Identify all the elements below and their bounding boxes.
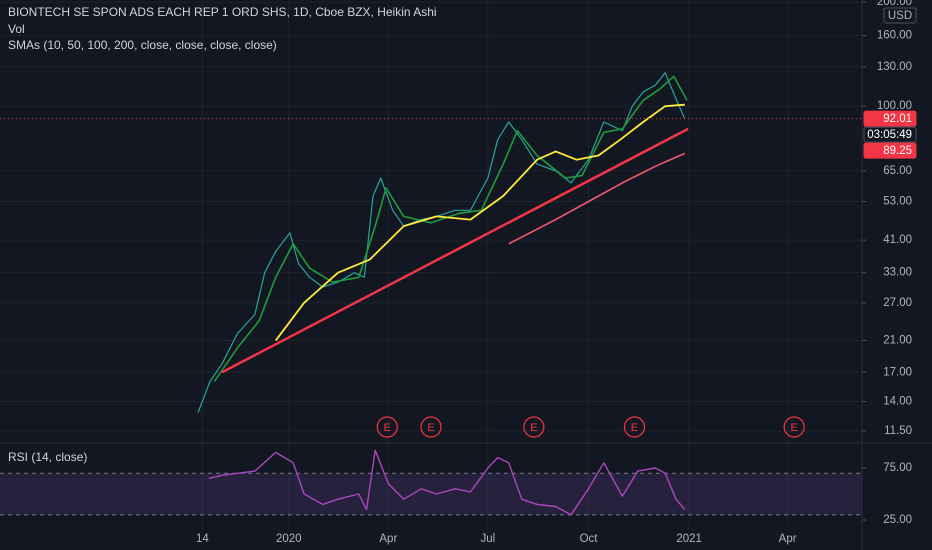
rsi-title: RSI (14, close) xyxy=(8,450,87,464)
earnings-label: E xyxy=(631,422,638,434)
series-line xyxy=(208,449,686,516)
y-tick-label: 21.00 xyxy=(883,335,912,347)
price-label: 03:05:49 xyxy=(867,129,912,141)
y-tick-label: 11.50 xyxy=(884,425,912,437)
y-tick-label: 53.00 xyxy=(883,196,912,208)
indicator-label: Vol xyxy=(8,22,25,36)
x-tick-label: 2020 xyxy=(276,533,302,545)
y-tick-label: 27.00 xyxy=(883,297,912,309)
currency-box xyxy=(883,7,917,24)
price-label: 92.01 xyxy=(883,113,912,125)
y-tick-label: 41.00 xyxy=(883,234,912,246)
y-tick-label: 100.00 xyxy=(877,100,912,112)
y-tick-label: 160.00 xyxy=(877,30,912,42)
y-tick-label: 75.00 xyxy=(883,462,912,474)
x-tick-label: Jul xyxy=(481,533,496,545)
x-tick-label: Apr xyxy=(379,533,397,545)
indicator-label: SMAs (10, 50, 100, 200, close, close, cl… xyxy=(8,38,277,52)
y-tick-label: 200.00 xyxy=(877,0,912,8)
y-tick-label: 17.00 xyxy=(883,366,912,378)
earnings-marker xyxy=(523,416,545,438)
y-tick-label: 65.00 xyxy=(883,165,912,177)
earnings-marker xyxy=(376,416,398,438)
earnings-label: E xyxy=(530,422,537,434)
price-label-box xyxy=(863,142,917,159)
price-label: 89.25 xyxy=(883,145,912,157)
y-tick-label: 14.00 xyxy=(883,395,912,407)
earnings-marker xyxy=(623,416,646,438)
earnings-label: E xyxy=(791,422,798,434)
y-tick-label: 33.00 xyxy=(883,267,912,279)
series-line xyxy=(508,152,686,245)
y-tick-label: 25.00 xyxy=(883,514,912,526)
price-label-box xyxy=(863,126,917,143)
earnings-label: E xyxy=(427,422,434,434)
earnings-marker xyxy=(783,416,805,438)
y-tick-label: 130.00 xyxy=(877,61,912,73)
trendline xyxy=(221,127,689,374)
chart-title: BIONTECH SE SPON ADS EACH REP 1 ORD SHS,… xyxy=(8,5,437,19)
currency-label: USD xyxy=(888,10,912,22)
price-label-box xyxy=(863,110,917,127)
x-tick-label: 2021 xyxy=(676,533,702,545)
x-tick-label: Oct xyxy=(580,533,599,545)
series-line xyxy=(274,103,685,342)
x-tick-label: 14 xyxy=(196,533,209,545)
rsi-band-fill xyxy=(0,473,862,515)
earnings-marker xyxy=(420,416,442,438)
x-tick-label: Apr xyxy=(779,533,797,545)
earnings-label: E xyxy=(384,422,391,434)
series-line xyxy=(213,75,688,382)
